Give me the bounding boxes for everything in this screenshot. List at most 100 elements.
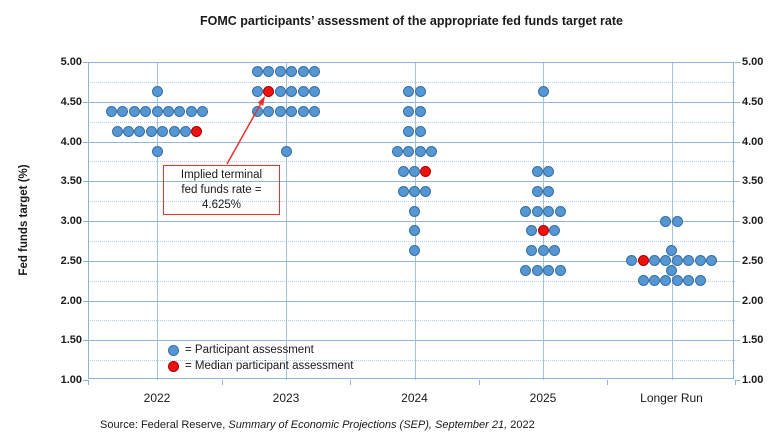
participant-dot xyxy=(543,185,555,197)
participant-dot xyxy=(543,205,555,217)
gridline-major xyxy=(88,300,735,302)
participant-dot xyxy=(151,86,163,98)
y-axis-label-left: 4.00 xyxy=(60,135,82,148)
gridline-major xyxy=(88,141,735,143)
participant-dot xyxy=(671,255,683,267)
legend-item-median: = Median participant assessment xyxy=(168,358,353,374)
annotation-box: Implied terminal fed funds rate = 4.625% xyxy=(163,165,280,215)
y-axis-label-left: 4.50 xyxy=(60,95,82,108)
participant-dot xyxy=(397,185,409,197)
y-axis-tick xyxy=(83,300,88,302)
participant-dot xyxy=(414,86,426,98)
gridline-minor xyxy=(88,121,735,123)
participant-dot xyxy=(297,86,309,98)
gridline-major xyxy=(88,101,735,103)
participant-dot xyxy=(409,245,420,257)
participant-dot xyxy=(274,86,286,98)
participant-dot xyxy=(123,126,134,138)
participant-dot xyxy=(403,145,415,157)
participant-dot xyxy=(397,165,409,177)
gridline-major xyxy=(88,221,735,222)
y-axis-label-right: 3.50 xyxy=(742,175,764,188)
gridline-minor xyxy=(88,240,735,242)
participant-dot xyxy=(409,205,420,217)
participant-dot xyxy=(403,106,415,118)
participant-dot xyxy=(297,66,309,78)
participant-dot xyxy=(705,255,717,267)
participant-dot xyxy=(409,225,420,237)
category-gridline xyxy=(286,62,287,380)
gridline-major xyxy=(88,181,735,183)
x-axis-tick xyxy=(221,380,223,385)
gridline-minor xyxy=(88,280,735,282)
participant-dot xyxy=(414,106,426,118)
y-axis-tick xyxy=(83,101,88,103)
participant-dot xyxy=(157,126,169,138)
participant-dot xyxy=(637,275,649,287)
annotation-line: 4.625% xyxy=(201,199,241,211)
participant-dot xyxy=(548,245,560,257)
participant-dot xyxy=(694,255,706,267)
participant-dot xyxy=(648,275,660,287)
participant-dot xyxy=(548,225,560,237)
x-axis-label: 2023 xyxy=(272,391,300,405)
annotation-line: Implied terminal xyxy=(180,169,263,181)
participant-dot xyxy=(263,66,275,78)
participant-dot xyxy=(297,106,309,118)
y-axis-label-left: 2.00 xyxy=(60,294,82,307)
gridline-minor xyxy=(88,81,735,83)
x-axis-label: Longer Run xyxy=(640,391,703,405)
participant-dot xyxy=(671,275,683,287)
median-dot-icon xyxy=(168,360,179,372)
y-axis-tick xyxy=(735,62,740,63)
participant-dot xyxy=(197,106,209,118)
participant-dot xyxy=(660,275,672,287)
category-gridline xyxy=(414,62,416,380)
participant-dot xyxy=(537,86,549,98)
participant-dot xyxy=(520,265,532,277)
participant-dot xyxy=(683,255,695,267)
x-axis-label: 2024 xyxy=(401,391,428,405)
annotation-line: fed funds rate = xyxy=(181,184,262,196)
x-axis-label: 2022 xyxy=(143,391,171,405)
y-axis-label-right: 1.00 xyxy=(742,374,764,386)
y-axis-label-right: 1.50 xyxy=(742,334,764,347)
participant-dot xyxy=(280,145,292,157)
x-axis-tick xyxy=(88,380,89,385)
participant-dot xyxy=(520,205,532,217)
participant-dot xyxy=(526,225,538,237)
participant-dot xyxy=(626,255,638,267)
y-axis-label-right: 2.50 xyxy=(742,254,764,267)
x-axis-tick xyxy=(607,380,609,385)
x-axis-tick xyxy=(478,380,480,385)
median-dot xyxy=(637,255,649,267)
participant-dot xyxy=(543,265,555,277)
participant-dot-icon xyxy=(168,344,179,356)
y-axis-label-left: 2.50 xyxy=(60,254,82,267)
y-axis-label-left: 3.50 xyxy=(60,175,82,188)
participant-dot xyxy=(286,66,298,78)
participant-dot xyxy=(554,205,566,217)
participant-dot xyxy=(309,66,320,78)
participant-dot xyxy=(185,106,197,118)
y-axis-label-left: 5.00 xyxy=(60,56,82,68)
y-axis-tick xyxy=(735,101,740,103)
participant-dot xyxy=(671,215,683,227)
participant-dot xyxy=(180,126,191,138)
participant-dot xyxy=(409,165,420,177)
participant-dot xyxy=(145,126,157,138)
y-axis-label-right: 5.00 xyxy=(742,56,764,68)
participant-dot xyxy=(531,265,543,277)
participant-dot xyxy=(426,145,438,157)
gridline-major xyxy=(88,260,735,262)
participant-dot xyxy=(403,126,415,138)
participant-dot xyxy=(252,86,263,98)
legend-label: = Median participant assessment xyxy=(185,360,354,372)
y-axis-label-left: 1.50 xyxy=(60,334,82,347)
plot-frame xyxy=(88,62,735,380)
participant-dot xyxy=(660,255,672,267)
participant-dot xyxy=(105,106,117,118)
participant-dot xyxy=(409,185,420,197)
participant-dot xyxy=(174,106,186,118)
participant-dot xyxy=(117,106,129,118)
